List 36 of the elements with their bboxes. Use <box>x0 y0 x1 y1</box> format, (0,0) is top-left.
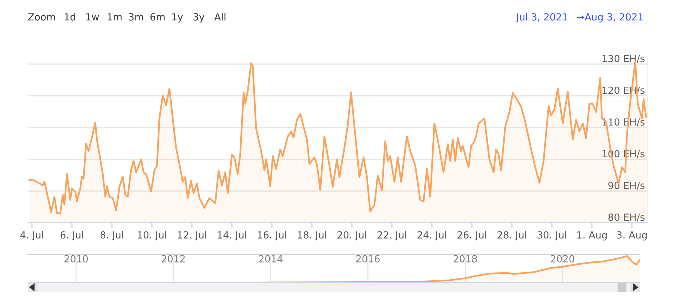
x-tick-label: 2020 <box>551 255 574 263</box>
x-tick-label: 26. Jul <box>458 231 486 241</box>
x-tick-label: 8. Jul <box>100 231 124 241</box>
x-tick-label: 2016 <box>356 255 380 263</box>
text: All <box>214 13 226 21</box>
x-tick-label: 2018 <box>454 255 478 263</box>
x-tick-label: 18. Jul <box>298 231 326 241</box>
x-tick-label: 22. Jul <box>378 231 406 241</box>
text: 1m <box>108 14 122 21</box>
x-tick-label: 2010 <box>64 255 88 263</box>
y-tick-label: 80 EH/s <box>608 214 645 222</box>
text: 1y <box>172 14 184 23</box>
text: 1d <box>65 13 76 21</box>
text: Zoom <box>28 14 56 21</box>
x-tick-label: 28. Jul <box>498 231 526 241</box>
x-tick-label: 16. Jul <box>258 231 286 241</box>
x-tick-label: 20. Jul <box>338 231 366 241</box>
x-tick-label: 1. Aug <box>578 232 607 241</box>
x-tick-label: 2012 <box>162 255 185 263</box>
x-tick-label: 6. Jul <box>60 231 84 241</box>
text: Jul 3, 2021 <box>516 13 568 23</box>
x-tick-label: 3. Aug <box>617 232 647 241</box>
x-tick-label: 2014 <box>259 255 283 263</box>
text: 3m <box>129 13 144 21</box>
text: Aug 3, 2021 <box>584 13 644 23</box>
text: 6m <box>150 13 165 21</box>
x-tick-label: 4. Jul <box>20 231 44 241</box>
text: 3y <box>194 13 205 23</box>
text: → <box>577 16 584 20</box>
x-tick-label: 30. Jul <box>538 231 566 241</box>
text: 1w <box>86 14 100 21</box>
x-tick-label: 10. Jul <box>138 231 166 241</box>
x-tick-label: 12. Jul <box>178 231 206 241</box>
x-tick-label: 14. Jul <box>218 231 246 241</box>
y-tick-label: 130 EH/s <box>602 55 645 64</box>
x-tick-label: 24. Jul <box>418 231 446 241</box>
